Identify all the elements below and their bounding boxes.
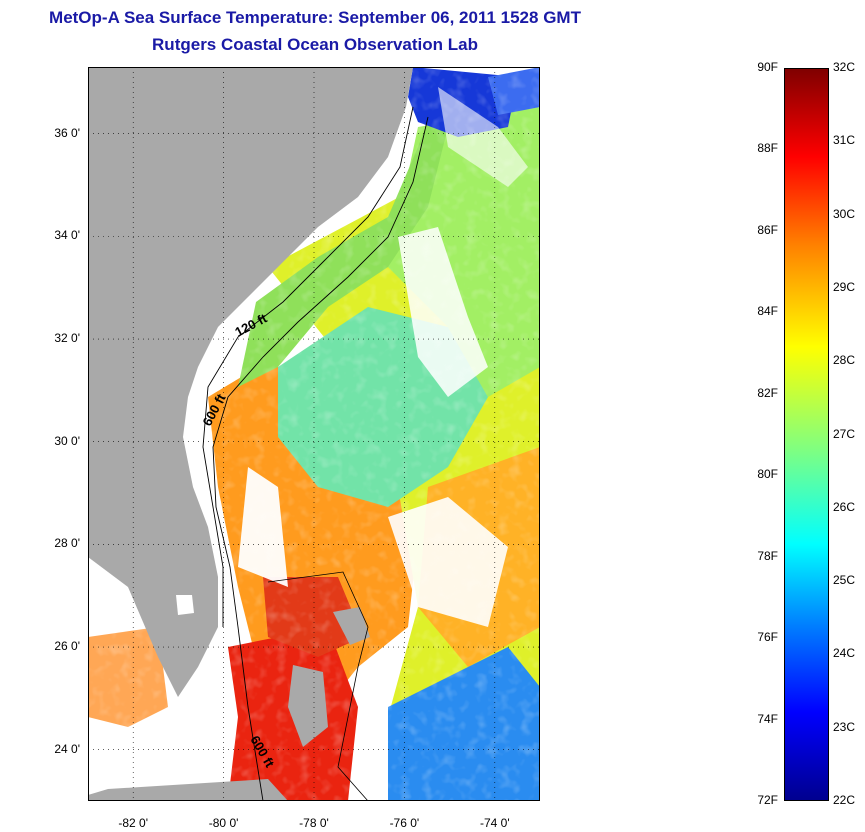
latitude-tick-label: 28 0': [54, 536, 80, 551]
colorbar-celsius-label: 28C: [833, 353, 856, 368]
colorbar-fahrenheit-label: 74F: [757, 711, 778, 726]
latitude-tick-label: 24 0': [54, 741, 80, 756]
colorbar-celsius-label: 23C: [833, 719, 856, 734]
colorbar-celsius-label: 22C: [833, 793, 856, 807]
longitude-tick-label: -76 0': [389, 816, 420, 830]
colorbar-celsius-label: 26C: [833, 499, 856, 514]
colorbar-fahrenheit-label: 86F: [757, 222, 778, 237]
longitude-tick-label: -80 0': [208, 816, 239, 830]
longitude-tick-label: -74 0': [479, 816, 510, 830]
latitude-tick-label: 36 0': [54, 125, 80, 140]
colorbar-fahrenheit-label: 90F: [757, 60, 778, 74]
lake-okeechobee: [176, 595, 194, 615]
contour-120ft: [202, 106, 414, 627]
colorbar-fahrenheit-label: 80F: [757, 467, 778, 482]
colorbar-celsius-label: 29C: [833, 279, 856, 294]
land-andros-island: [288, 665, 328, 747]
latitude-tick-label: 30 0': [54, 433, 80, 448]
colorbar-fahrenheit-label: 78F: [757, 548, 778, 563]
colorbar-fahrenheit-label: 82F: [757, 385, 778, 400]
map-title: MetOp-A Sea Surface Temperature: Septemb…: [49, 8, 581, 27]
longitude-tick-label: -78 0': [299, 816, 329, 830]
colorbar-fahrenheit-label: 88F: [757, 141, 778, 156]
colorbar-celsius-label: 32C: [833, 60, 856, 74]
map-subtitle: Rutgers Coastal Ocean Observation Lab: [152, 35, 478, 54]
contour-600ft: [212, 116, 429, 801]
grid-lines: [88, 67, 540, 801]
latitude-tick-label: 34 0': [54, 228, 80, 243]
colorbar-fahrenheit-label: 76F: [757, 630, 778, 645]
latitude-tick-label: 32 0': [54, 331, 80, 346]
colorbar-celsius-label: 25C: [833, 573, 856, 588]
land-southeast-us: [88, 67, 413, 697]
colorbar-celsius-label: 31C: [833, 133, 856, 148]
latitude-tick-label: 26 0': [54, 639, 80, 653]
sst-map: 120 ft 600 ft 600 ft: [88, 67, 540, 801]
land-abaco-island: [333, 607, 370, 645]
longitude-tick-label: -82 0': [118, 816, 149, 830]
colorbar-celsius-label: 24C: [833, 646, 856, 661]
colorbar-fahrenheit-label: 72F: [757, 793, 778, 807]
colorbar-celsius-label: 30C: [833, 206, 856, 221]
colorbar-fahrenheit-label: 84F: [757, 304, 778, 319]
land-cuba: [88, 779, 288, 801]
colorbar-celsius-label: 27C: [833, 426, 856, 441]
temperature-colorbar: [784, 68, 829, 801]
